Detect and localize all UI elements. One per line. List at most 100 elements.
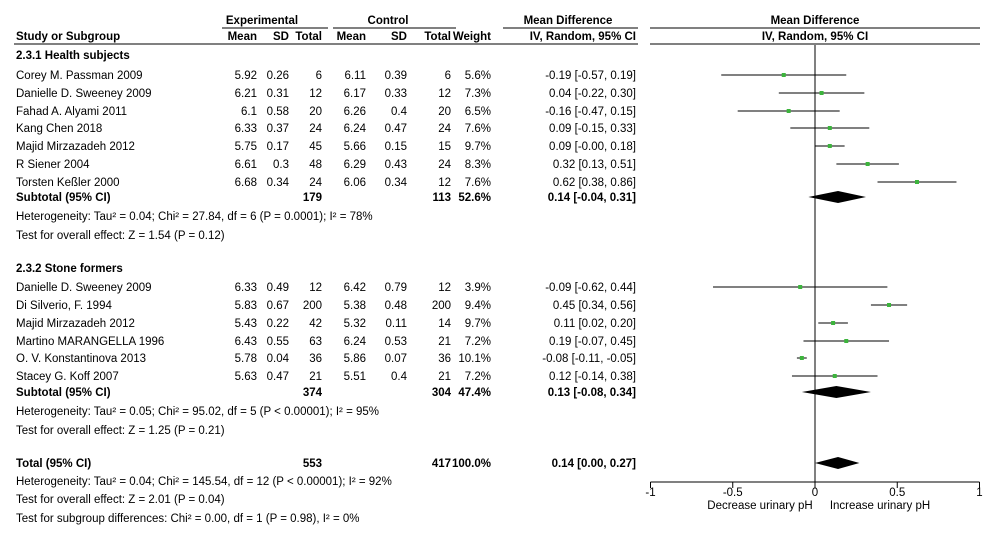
ci-text: -0.08 [-0.11, -0.05] xyxy=(542,353,636,365)
ci-text: 0.19 [-0.07, 0.45] xyxy=(549,336,636,348)
total-ctrl: 24 xyxy=(438,159,451,171)
study-name: O. V. Konstantinova 2013 xyxy=(16,353,146,365)
sd-ctrl: 0.79 xyxy=(385,282,407,294)
mean-ctrl: 5.32 xyxy=(344,318,366,330)
total-exp: 21 xyxy=(309,371,322,383)
sd-exp: 0.17 xyxy=(267,141,289,153)
axis-label-left: Decrease urinary pH xyxy=(707,500,812,512)
x-tick-label: 0 xyxy=(812,487,818,499)
weight: 5.6% xyxy=(465,70,491,82)
weight: 9.7% xyxy=(465,318,491,330)
mean-ctrl: 5.66 xyxy=(344,141,366,153)
plot-title: Mean Difference xyxy=(771,15,860,27)
sd-ctrl: 0.39 xyxy=(385,70,407,82)
subtotal-ci-text: 0.14 [-0.04, 0.31] xyxy=(548,192,636,204)
weight: 7.2% xyxy=(465,336,491,348)
header-mean-difference: Mean Difference xyxy=(524,15,613,27)
total-exp: 200 xyxy=(303,300,322,312)
study-name: Kang Chen 2018 xyxy=(16,123,102,135)
sd-ctrl: 0.34 xyxy=(385,177,408,189)
weight: 7.6% xyxy=(465,177,491,189)
mean-ctrl: 5.86 xyxy=(344,353,366,365)
sd-exp: 0.34 xyxy=(267,177,290,189)
subtotal-ci-text: 0.13 [-0.08, 0.34] xyxy=(548,387,636,399)
x-tick-label: 0.5 xyxy=(889,487,905,499)
mean-ctrl: 6.26 xyxy=(344,106,366,118)
sd-exp: 0.37 xyxy=(267,123,289,135)
ci-text: -0.09 [-0.62, 0.44] xyxy=(545,282,636,294)
total-exp: 48 xyxy=(309,159,322,171)
mean-exp: 5.92 xyxy=(235,70,257,82)
subtotal-label: Subtotal (95% CI) xyxy=(16,192,111,204)
total-exp: 24 xyxy=(309,123,322,135)
header-experimental: Experimental xyxy=(226,15,298,27)
weight: 8.3% xyxy=(465,159,491,171)
point-estimate xyxy=(798,285,803,289)
header-study: Study or Subgroup xyxy=(16,31,120,43)
x-tick-label: -0.5 xyxy=(723,487,743,499)
point-estimate xyxy=(887,303,892,307)
subtotal-total-ctrl: 304 xyxy=(432,387,452,399)
total-label: Total (95% CI) xyxy=(16,458,91,470)
weight: 7.6% xyxy=(465,123,491,135)
total-ctrl: 12 xyxy=(438,177,451,189)
sd-exp: 0.26 xyxy=(267,70,289,82)
mean-exp: 6.21 xyxy=(235,88,257,100)
header-mean-exp: Mean xyxy=(228,31,257,43)
header-sd-exp: SD xyxy=(273,31,289,43)
study-name: Stacey G. Koff 2007 xyxy=(16,371,119,383)
subtotal-total-ctrl: 113 xyxy=(432,192,451,204)
subtotal-total-exp: 374 xyxy=(303,387,323,399)
total-exp: 36 xyxy=(309,353,322,365)
total-ctrl: 21 xyxy=(438,336,451,348)
total-exp: 63 xyxy=(309,336,322,348)
total-ctrl: 20 xyxy=(438,106,451,118)
study-name: Di Silverio, F. 1994 xyxy=(16,300,112,312)
sd-exp: 0.3 xyxy=(273,159,289,171)
ci-text: -0.16 [-0.47, 0.15] xyxy=(545,106,636,118)
sd-exp: 0.67 xyxy=(267,300,289,312)
sd-ctrl: 0.33 xyxy=(385,88,407,100)
mean-exp: 6.43 xyxy=(235,336,257,348)
mean-ctrl: 6.24 xyxy=(344,336,367,348)
ci-text: 0.12 [-0.14, 0.38] xyxy=(549,371,636,383)
footer-test-text: Heterogeneity: Tau² = 0.04; Chi² = 145.5… xyxy=(16,476,392,488)
study-name: Danielle D. Sweeney 2009 xyxy=(16,282,152,294)
header-control: Control xyxy=(368,15,409,27)
point-estimate xyxy=(786,109,791,113)
sd-ctrl: 0.07 xyxy=(385,353,407,365)
heterogeneity-text: Heterogeneity: Tau² = 0.04; Chi² = 27.84… xyxy=(16,211,373,223)
x-tick-label: 1 xyxy=(976,487,982,499)
header-mean-ctrl: Mean xyxy=(337,31,366,43)
ci-text: 0.62 [0.38, 0.86] xyxy=(553,177,636,189)
mean-exp: 6.1 xyxy=(241,106,257,118)
weight: 9.4% xyxy=(465,300,491,312)
ci-text: 0.09 [-0.15, 0.33] xyxy=(549,123,636,135)
mean-ctrl: 6.17 xyxy=(344,88,366,100)
ci-text: 0.09 [-0.00, 0.18] xyxy=(549,141,636,153)
total-ctrl: 14 xyxy=(438,318,451,330)
subgroup-title: 2.3.1 Health subjects xyxy=(16,50,130,62)
weight: 3.9% xyxy=(465,282,491,294)
point-estimate xyxy=(844,339,849,343)
subtotal-weight: 47.4% xyxy=(458,387,491,399)
overall-effect-text: Test for overall effect: Z = 1.25 (P = 0… xyxy=(16,425,225,437)
mean-ctrl: 6.06 xyxy=(344,177,366,189)
header-weight: Weight xyxy=(453,31,491,43)
weight: 6.5% xyxy=(465,106,491,118)
mean-exp: 6.33 xyxy=(235,282,257,294)
study-name: Corey M. Passman 2009 xyxy=(16,70,143,82)
total-exp: 20 xyxy=(309,106,322,118)
total-exp: 12 xyxy=(309,88,322,100)
weight: 9.7% xyxy=(465,141,491,153)
mean-exp: 6.61 xyxy=(235,159,257,171)
header-sd-ctrl: SD xyxy=(391,31,407,43)
study-name: Torsten Keßler 2000 xyxy=(16,177,120,189)
sd-exp: 0.49 xyxy=(267,282,289,294)
mean-exp: 5.43 xyxy=(235,318,257,330)
mean-exp: 5.75 xyxy=(235,141,257,153)
total-ctrl: 15 xyxy=(438,141,451,153)
subtotal-weight: 52.6% xyxy=(458,192,491,204)
mean-ctrl: 6.29 xyxy=(344,159,366,171)
